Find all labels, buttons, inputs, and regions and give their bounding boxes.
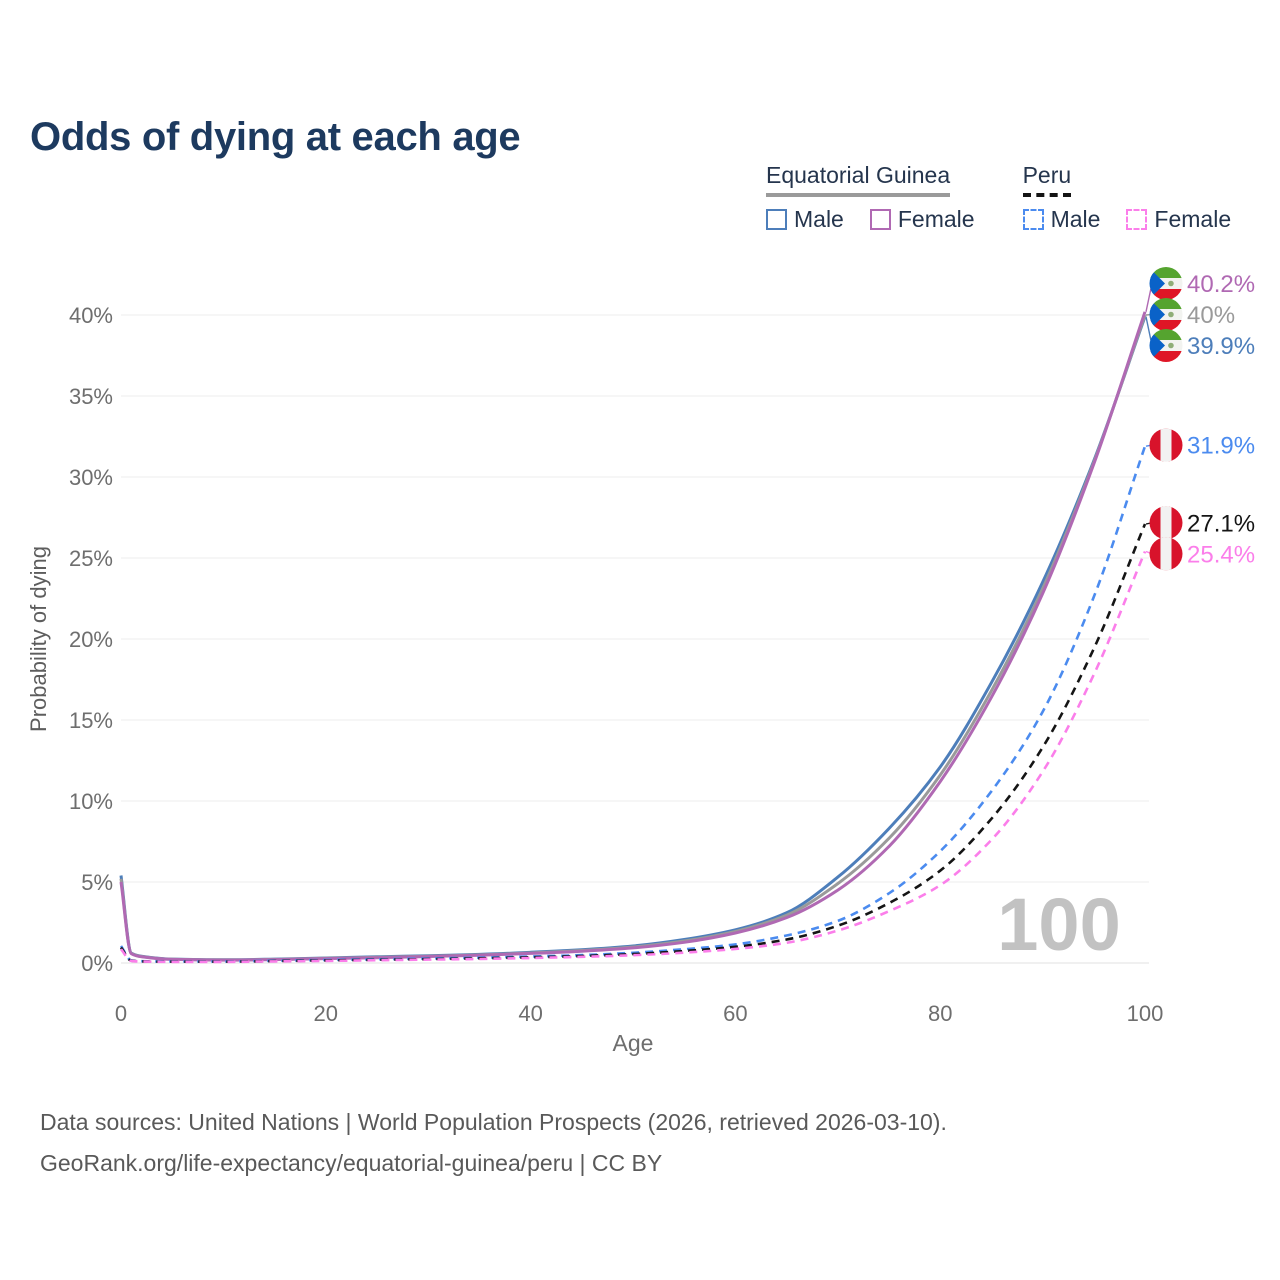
legend-group-peru: Peru Male Female [1022,162,1231,233]
series-line-equatorial-guinea-female [119,311,1147,962]
y-tick-label: 25% [69,546,113,571]
equatorial-guinea-flag-icon [1149,267,1183,300]
x-tick-label: 100 [1127,1001,1164,1026]
x-axis-title: Age [613,1030,654,1056]
footer: Data sources: United Nations | World Pop… [40,1102,947,1184]
y-tick-label: 15% [69,708,113,733]
equatorial-guinea-male-swatch-icon [766,209,787,230]
series-line-peru-both-sexes [119,523,1147,963]
y-tick-label: 20% [69,627,113,652]
y-tick-label: 10% [69,789,113,814]
peru-flag-icon [1149,428,1183,462]
y-tick-label: 5% [81,870,113,895]
attribution-text: GeoRank.org/life-expectancy/equatorial-g… [40,1150,663,1176]
data-sources-text: Data sources: United Nations | World Pop… [40,1109,947,1135]
peru-female-swatch-icon [1126,209,1148,230]
legend-item-equatorial-guinea-female[interactable]: Female [869,206,975,233]
page-title: Odds of dying at each age [30,114,521,159]
legend-label: Male [794,206,844,232]
series-line-peru-female [119,551,1147,964]
x-tick-label: 20 [314,1001,338,1026]
series-end-value-label: 27.1% [1187,510,1255,537]
series-end-value-label: 31.9% [1187,433,1255,460]
x-tick-label: 0 [115,1001,127,1026]
y-axis-title: Probability of dying [26,546,51,732]
age-counter-watermark: 100 [997,883,1120,966]
equatorial-guinea-female-swatch-icon [869,209,891,230]
legend: Equatorial Guinea Male Female Peru Male … [766,162,1231,233]
series-end-value-label: 25.4% [1187,541,1255,568]
legend-label: Male [1050,206,1101,232]
legend-item-equatorial-guinea-male[interactable]: Male [766,206,844,233]
legend-item-peru-male[interactable]: Male [1022,206,1101,233]
series-line-peru-male [119,445,1147,963]
x-tick-label: 60 [723,1001,747,1026]
peru-male-swatch-icon [1022,209,1044,230]
equatorial-guinea-flag-icon [1149,298,1183,331]
legend-label: Female [897,206,975,232]
legend-label: Female [1154,206,1232,232]
legend-group-equatorial-guinea: Equatorial Guinea Male Female [766,162,975,233]
x-tick-label: 40 [518,1001,542,1026]
y-tick-label: 0% [81,951,113,976]
series-end-value-label: 40% [1187,302,1235,329]
y-tick-label: 40% [69,303,113,328]
y-tick-label: 35% [69,384,113,409]
legend-country-equatorial-guinea[interactable]: Equatorial Guinea [766,162,951,197]
series-line-equatorial-guinea-both-sexes [119,314,1147,962]
peru-flag-icon [1149,506,1183,540]
peru-flag-icon [1149,537,1183,571]
series-end-value-label: 40.2% [1187,271,1255,298]
y-tick-label: 30% [69,465,113,490]
series-end-value-label: 39.9% [1187,333,1255,360]
legend-item-peru-female[interactable]: Female [1126,206,1231,233]
series-line-equatorial-guinea-male [119,316,1147,962]
x-tick-label: 80 [928,1001,952,1026]
equatorial-guinea-flag-icon [1149,329,1183,362]
legend-country-peru[interactable]: Peru [1022,162,1072,197]
